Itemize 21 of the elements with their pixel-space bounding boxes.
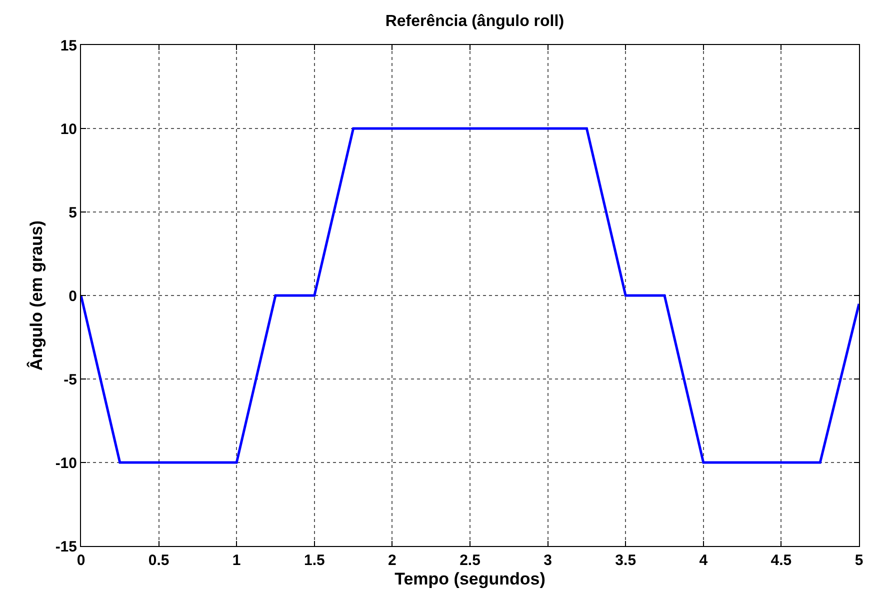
x-tick-label: 4 — [699, 552, 708, 569]
x-tick-label: 5 — [854, 552, 864, 569]
x-tick-label: 0.5 — [148, 552, 170, 569]
y-tick-label: -10 — [55, 454, 77, 472]
x-tick-label: 3.5 — [615, 552, 636, 569]
y-tick-label: 10 — [60, 120, 77, 138]
line-series — [81, 127, 859, 464]
x-tick-label: 1.5 — [304, 552, 325, 569]
x-tick-label: 2.5 — [460, 552, 480, 569]
x-tick-label: 1 — [232, 552, 241, 569]
y-tick-label: 0 — [68, 288, 77, 305]
y-tick-label: -5 — [64, 371, 77, 388]
y-tick-label: -15 — [55, 538, 77, 556]
x-tick-label: 3 — [544, 552, 552, 569]
y-tick-label: 5 — [68, 204, 77, 222]
x-axis-title: Tempo (segundos) — [394, 569, 546, 588]
x-tick-label: 4.5 — [770, 552, 792, 569]
y-tick-label: 15 — [60, 37, 77, 54]
chart-title: Referência (ângulo roll) — [385, 13, 564, 30]
y-axis-title: Ângulo (em graus) — [26, 220, 46, 371]
x-tick-label: 2 — [388, 552, 396, 569]
